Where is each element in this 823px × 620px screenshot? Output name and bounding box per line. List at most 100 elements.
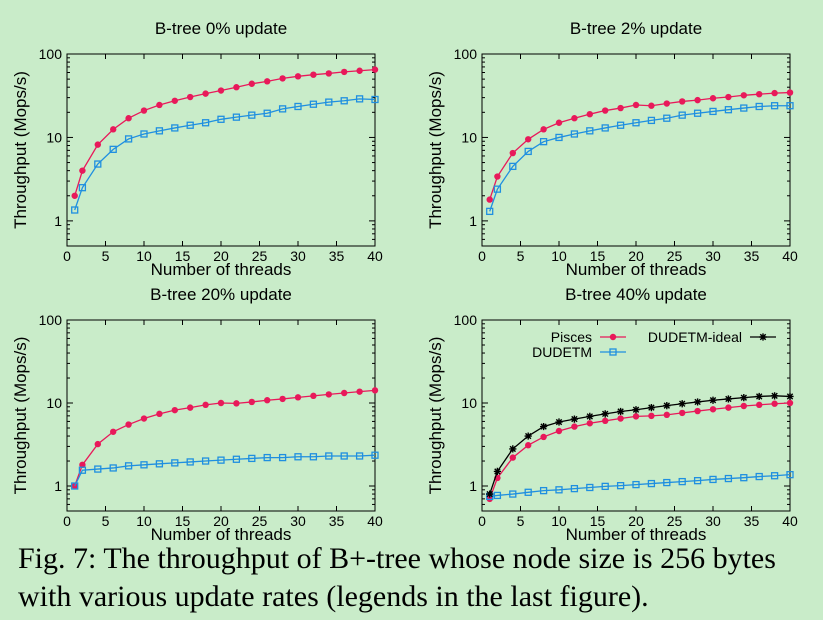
data-point	[555, 133, 563, 142]
data-point	[248, 111, 256, 119]
series-dudetm	[71, 451, 379, 490]
data-point	[759, 333, 767, 341]
data-point	[540, 126, 547, 133]
y-tick-label: 10	[46, 129, 62, 145]
y-tick-label: 10	[461, 395, 477, 411]
legend-label: DUDETM	[532, 344, 592, 360]
data-point	[771, 392, 779, 400]
data-point	[232, 113, 241, 121]
x-tick-label: 20	[213, 513, 229, 529]
data-point	[586, 420, 593, 427]
data-point	[325, 70, 332, 77]
data-point	[156, 101, 163, 109]
data-point	[110, 428, 117, 435]
y-tick-label: 10	[461, 129, 477, 145]
legend-label: DUDETM-ideal	[648, 329, 742, 345]
data-point	[509, 149, 516, 157]
data-point	[309, 453, 318, 461]
data-point	[155, 127, 164, 135]
x-tick-label: 25	[252, 513, 268, 529]
data-point	[186, 121, 194, 129]
data-point	[202, 90, 209, 97]
data-point	[71, 482, 79, 490]
data-point	[78, 184, 87, 192]
data-point	[678, 477, 686, 486]
chart-panel: B-tree 40% update 0 5 10 15 20 25 30 35 40 1 10 100 N…	[426, 285, 798, 540]
data-point	[555, 119, 563, 126]
chart-title: B-tree 40% update	[565, 285, 707, 304]
plot-frame	[66, 319, 376, 512]
y-axis-label: Throughput (Mops/s)	[426, 71, 445, 229]
chart-panel: B-tree 20% update 0 5 10 15 20 25 30 35 40 1 10 100 N…	[11, 285, 383, 540]
data-point	[248, 80, 255, 87]
data-point	[586, 127, 594, 135]
series-pisces	[71, 66, 379, 199]
data-point	[709, 396, 717, 404]
data-point	[140, 415, 148, 422]
data-point	[609, 333, 617, 341]
data-point	[555, 427, 563, 435]
series-line	[74, 68, 376, 196]
data-point	[663, 402, 671, 410]
y-tick-label: 10	[46, 395, 62, 411]
data-point	[233, 400, 240, 407]
y-axis-label: Throughput (Mops/s)	[11, 337, 30, 495]
y-axis-label: Throughput (Mops/s)	[426, 337, 445, 495]
y-tick-label: 100	[454, 312, 478, 328]
data-point	[694, 398, 702, 406]
x-tick-label: 25	[667, 513, 683, 529]
y-tick-label: 1	[54, 213, 62, 229]
data-point	[94, 440, 102, 448]
series-pisces	[486, 399, 794, 503]
data-point	[601, 482, 609, 491]
data-point	[493, 467, 501, 475]
data-point	[740, 474, 748, 482]
x-tick-label: 25	[252, 248, 268, 264]
series-pisces	[486, 89, 794, 203]
data-point	[124, 462, 133, 470]
data-point	[648, 412, 655, 420]
data-point	[355, 95, 364, 103]
data-point	[155, 460, 164, 468]
data-point	[632, 119, 640, 127]
data-point	[570, 484, 579, 493]
data-point	[140, 130, 148, 138]
data-point	[555, 418, 563, 426]
x-axis-label: Number of threads	[566, 260, 707, 279]
data-point	[609, 348, 617, 356]
data-point	[171, 406, 178, 414]
data-point	[539, 138, 548, 146]
data-point	[601, 124, 609, 132]
legend-label: Pisces	[551, 329, 592, 345]
data-point	[125, 421, 132, 428]
x-tick-label: 40	[367, 248, 383, 264]
data-point	[786, 399, 794, 407]
data-point	[617, 104, 624, 112]
data-point	[217, 456, 225, 464]
data-point	[540, 433, 547, 441]
x-tick-label: 20	[628, 248, 644, 264]
data-point	[524, 147, 532, 156]
data-point	[371, 95, 379, 104]
data-point	[356, 388, 363, 395]
y-tick-label: 1	[469, 478, 477, 494]
data-point	[486, 490, 494, 498]
y-tick-label: 100	[454, 46, 478, 62]
data-point	[109, 145, 117, 153]
chart-panel: B-tree 0% update 0 5 10 15 20 25 30 35 40 1 10 100 Nu…	[11, 19, 383, 279]
data-point	[786, 89, 794, 96]
data-point	[264, 78, 271, 85]
data-point	[709, 406, 717, 413]
series-line	[489, 474, 791, 498]
data-point	[325, 98, 333, 106]
data-point	[509, 162, 517, 171]
data-point	[94, 465, 102, 473]
data-point	[341, 389, 348, 397]
data-point	[740, 92, 747, 99]
data-point	[647, 479, 656, 488]
data-point	[770, 102, 779, 110]
data-point	[187, 404, 194, 411]
data-point	[278, 105, 287, 113]
data-point	[586, 110, 593, 118]
